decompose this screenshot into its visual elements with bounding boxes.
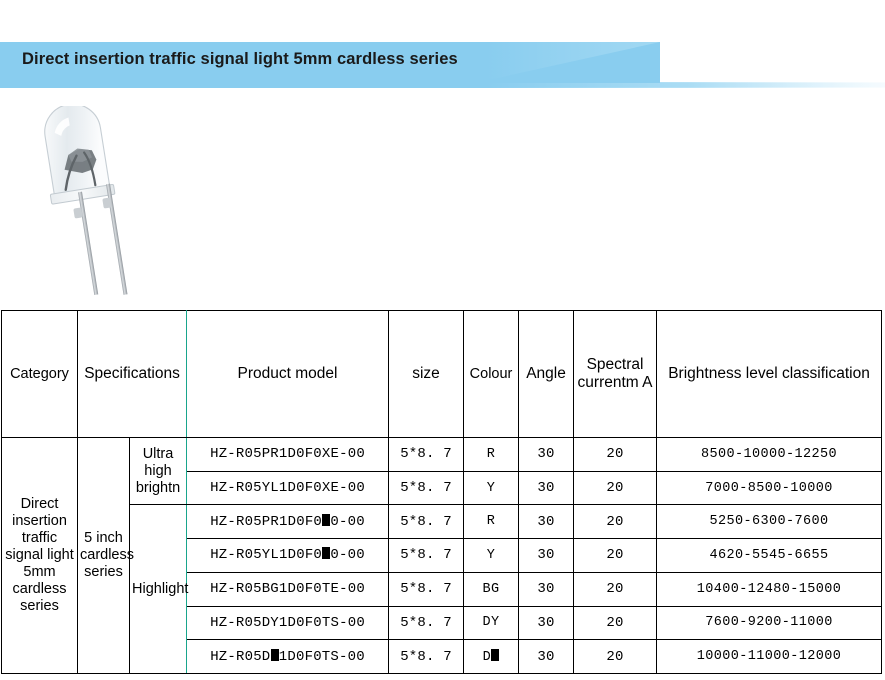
banner-title: Direct insertion traffic signal light 5m… [22,50,458,68]
led-flange [49,184,116,205]
cell-spectral-current: 20 [573,470,658,506]
cell-sub-group-1: Highlight [128,504,188,674]
cell-brightness: 5250-6300-7600 [656,504,883,540]
cell-size: 5*8. 7 [388,470,465,506]
led-dome-highlight [54,117,70,136]
header-spectral-current: Spectral currentm A [573,310,658,438]
cell-product-model: HZ-R05PR1D0F0XE-00 [186,437,390,472]
led-anode-post [83,151,97,187]
led-illustration [44,106,128,296]
table-row: HZ-R05DY1D0F0TS-00 5*8. 7 DY 30 20 7600-9200-… [2,605,883,641]
table-row: Direct insertion traffic signal light 5m… [1,436,883,674]
cell-brightness: 4620-5545-6655 [656,538,883,573]
header-colour: Colour [463,310,520,438]
missing-glyph-icon [491,648,500,661]
cell-spectral-current: 20 [573,437,658,472]
cell-size: 5*8. 7 [388,571,465,607]
cell-brightness: 10000-11000-12000 [656,639,883,674]
product-photo-led [22,106,202,304]
table-row: HZ-R05BG1D0F0TE-00 5*8. 7 BG 30 20 10400-1248… [2,571,883,607]
cell-brightness: 8500-10000-12250 [656,437,883,472]
led-lead-anode [106,183,128,295]
header-angle: Angle [518,310,575,438]
cell-product-model: HZ-R05D 1D0F0TS-00 [186,639,390,674]
cell-sub-group-0: Ultra high brightn [128,436,188,506]
header-size: size [388,310,465,438]
header-product-model: Product model [186,310,390,438]
table-row: HZ-R05D 1D0F0TS-00 5*8. 7 D 30 20 10000-11000-… [2,639,883,674]
cell-brightness: 7600-9200-11000 [656,605,883,641]
header-specifications: Specifications [76,310,188,438]
cell-colour: Y [463,470,520,506]
table-row: Highlight HZ-R05PR1D0F0 0-00 5*8. 7 R 30 20 525… [2,504,883,674]
table-row: HZ-R05YL1D0F0XE-00 5*8. 7 Y 30 20 7000-8500-1… [2,470,883,506]
led-lead-cathode [78,191,99,296]
cell-product-model: HZ-R05BG1D0F0TE-00 [186,571,390,607]
cell-size: 5*8. 7 [388,437,465,472]
cell-product-model: HZ-R05DY1D0F0TS-00 [186,605,390,641]
header-brightness: Brightness level classification [656,310,883,438]
cell-size: 5*8. 7 [388,605,465,641]
cell-specifications: 5 inch cardless series [77,437,134,674]
cell-angle: 30 [518,605,575,641]
cell-spectral-current: 20 [573,504,658,540]
cell-spectral-current: 20 [573,538,658,573]
cell-angle: 30 [518,470,575,506]
cell-angle: 30 [518,639,575,674]
cell-angle: 30 [518,571,575,607]
cell-product-model: HZ-R05YL1D0F0XE-00 [186,470,390,506]
cell-product-model: HZ-R05YL1D0F0 0-00 [186,538,390,573]
specification-table-container: Category Specifications Product model si… [1,310,883,674]
missing-glyph-icon [270,648,279,661]
cell-spectral-current: 20 [573,605,658,641]
cell-colour: DY [463,605,520,641]
led-bond-wire [64,154,78,192]
cell-colour: R [463,437,520,472]
cell-size: 5*8. 7 [388,639,465,674]
banner-shape [0,42,885,88]
header-category: Category [1,310,78,438]
table-body: Direct insertion traffic signal light 5m… [1,436,883,674]
cell-colour: Y [463,538,520,573]
cell-spectral-current: 20 [573,571,658,607]
cell-brightness: 10400-12480-15000 [656,571,883,607]
cell-size: 5*8. 7 [388,504,465,540]
cell-brightness: 7000-8500-10000 [656,470,883,506]
cell-colour: R [463,504,520,540]
led-lead-kink-1 [73,207,83,219]
missing-glyph-icon [322,547,331,560]
specification-table: Category Specifications Product model si… [1,310,883,674]
cell-spectral-current: 20 [573,639,658,674]
page-header-banner: Direct insertion traffic signal light 5m… [0,42,885,88]
led-lead-kink-2 [102,197,112,209]
cell-product-model: HZ-R05PR1D0F0 0-00 [186,504,390,540]
cell-angle: 30 [518,504,575,540]
cell-colour: D [463,639,520,674]
cell-angle: 30 [518,538,575,573]
missing-glyph-icon [322,513,331,526]
cell-colour: BG [463,571,520,607]
table-header-row: Category Specifications Product model si… [1,310,883,438]
cell-size: 5*8. 7 [388,538,465,573]
cell-category: Direct insertion traffic signal light 5m… [1,437,78,674]
cell-angle: 30 [518,437,575,472]
